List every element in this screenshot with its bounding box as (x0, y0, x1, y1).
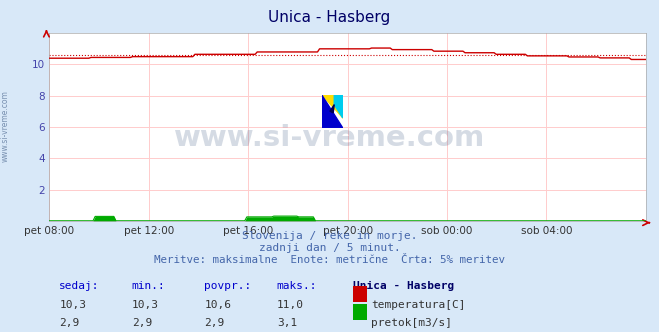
Text: www.si-vreme.com: www.si-vreme.com (174, 124, 485, 152)
Text: Unica - Hasberg: Unica - Hasberg (268, 10, 391, 25)
Text: 10,6: 10,6 (204, 300, 231, 310)
Text: 3,1: 3,1 (277, 318, 297, 328)
Text: 2,9: 2,9 (59, 318, 80, 328)
Polygon shape (322, 95, 343, 128)
Polygon shape (322, 95, 343, 118)
Text: min.:: min.: (132, 281, 165, 290)
Text: Slovenija / reke in morje.: Slovenija / reke in morje. (242, 231, 417, 241)
Text: 10,3: 10,3 (59, 300, 86, 310)
Text: pretok[m3/s]: pretok[m3/s] (371, 318, 452, 328)
Text: povpr.:: povpr.: (204, 281, 252, 290)
Text: 2,9: 2,9 (132, 318, 152, 328)
Text: 2,9: 2,9 (204, 318, 225, 328)
Text: Meritve: maksimalne  Enote: metrične  Črta: 5% meritev: Meritve: maksimalne Enote: metrične Črta… (154, 255, 505, 265)
Text: zadnji dan / 5 minut.: zadnji dan / 5 minut. (258, 243, 401, 253)
Text: www.si-vreme.com: www.si-vreme.com (1, 90, 10, 162)
Text: maks.:: maks.: (277, 281, 317, 290)
Text: temperatura[C]: temperatura[C] (371, 300, 465, 310)
Text: 10,3: 10,3 (132, 300, 159, 310)
Polygon shape (334, 95, 343, 118)
Text: Unica - Hasberg: Unica - Hasberg (353, 281, 454, 290)
Text: 11,0: 11,0 (277, 300, 304, 310)
Polygon shape (330, 105, 334, 113)
Text: sedaj:: sedaj: (59, 281, 100, 290)
